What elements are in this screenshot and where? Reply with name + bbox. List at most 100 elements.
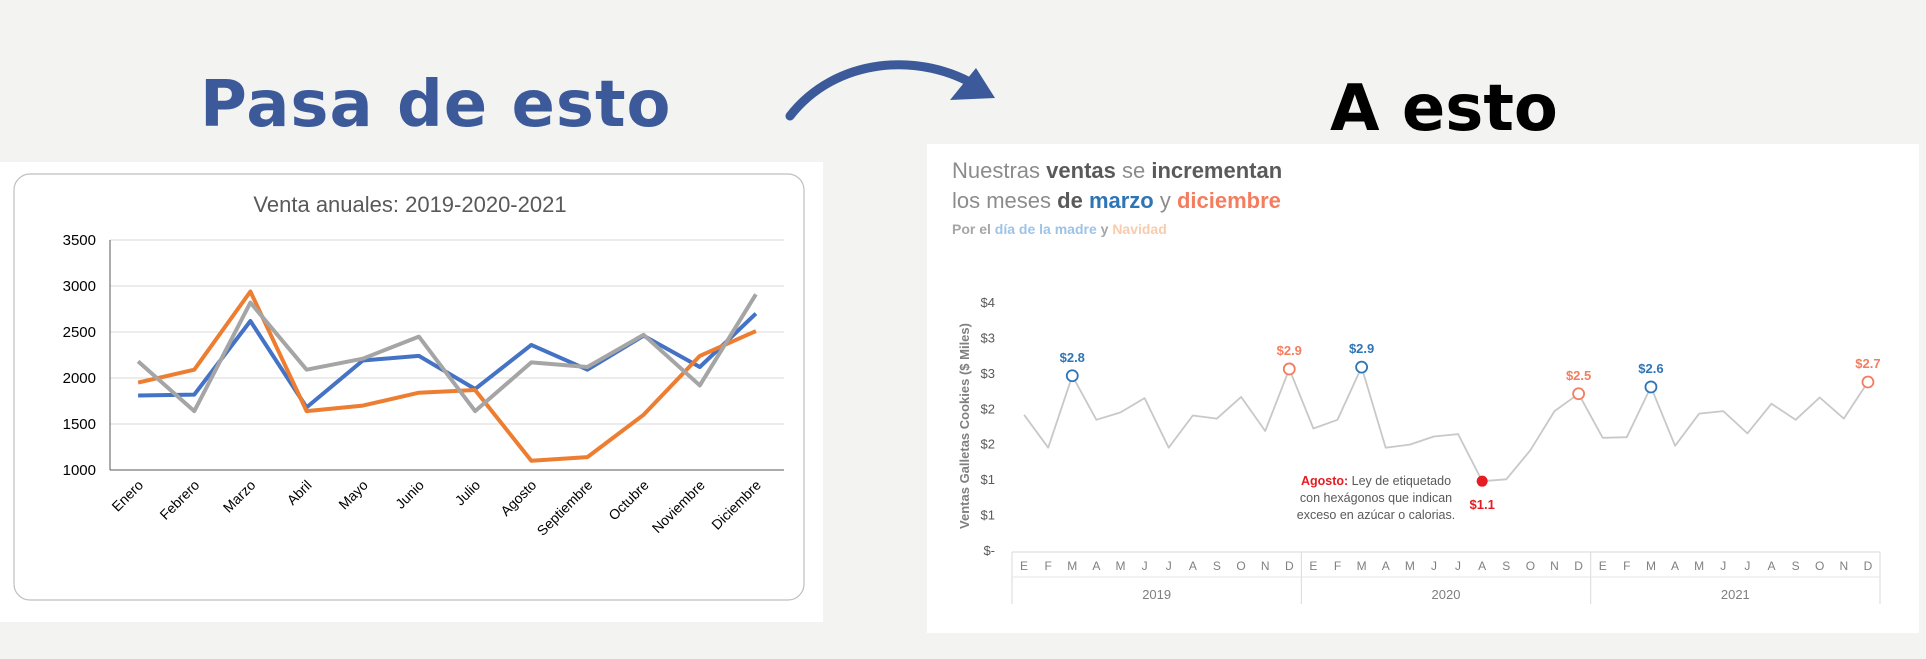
- y-tick-label: 3500: [63, 232, 96, 249]
- y-tick-label: 1000: [63, 462, 96, 479]
- x-month-label: J: [1431, 559, 1437, 573]
- data-label: $2.9: [1349, 341, 1374, 356]
- x-month-label: N: [1550, 559, 1559, 573]
- headline-fragment: se: [1116, 158, 1151, 183]
- series-line-2020: [137, 289, 757, 463]
- improved-chart-panel: Nuestras ventas se incrementan los meses …: [927, 144, 1919, 633]
- x-month-label: F: [1044, 559, 1051, 573]
- x-month-label: E: [1599, 559, 1607, 573]
- heading-before: Pasa de esto: [200, 68, 672, 142]
- chart-title: Venta anuales: 2019-2020-2021: [253, 192, 566, 217]
- headline-fragment: Navidad: [1112, 221, 1166, 237]
- data-label: $2.7: [1855, 356, 1880, 371]
- data-label: $2.9: [1277, 343, 1302, 358]
- x-month-label: F: [1334, 559, 1341, 573]
- y-tick-label: $-: [983, 543, 995, 558]
- x-month-label: M: [1116, 559, 1126, 573]
- x-month-label: A: [1767, 559, 1775, 573]
- highlight-point-marzo: [1355, 360, 1369, 374]
- y-tick-label: $1: [981, 508, 995, 523]
- y-tick-label: $3: [981, 366, 995, 381]
- x-month-label: N: [1261, 559, 1270, 573]
- y-tick-label: 3000: [63, 278, 96, 295]
- subheadline: Por el día de la madre y Navidad: [952, 221, 1167, 237]
- annotation-line-3: exceso en azúcar o calorias.: [1297, 508, 1455, 522]
- y-tick-label: $4: [981, 295, 995, 310]
- x-month-label: M: [1694, 559, 1704, 573]
- headline-fragment: de: [1057, 188, 1089, 213]
- x-month-label: N: [1839, 559, 1848, 573]
- x-month-label: J: [1455, 559, 1461, 573]
- y-tick-label: $2: [981, 437, 995, 452]
- x-month-label: J: [1720, 559, 1726, 573]
- highlight-point-diciembre: [1861, 375, 1875, 389]
- x-month-label: J: [1744, 559, 1750, 573]
- headline-fragment: Por el: [952, 221, 995, 237]
- x-month-label: F: [1623, 559, 1630, 573]
- original-chart-panel: Venta anuales: 2019-2020-2021 1000 1500 200…: [0, 162, 823, 622]
- y-axis-label: Ventas Galletas Cookies ($ Miles): [957, 323, 972, 529]
- curved-arrow-icon: [785, 60, 995, 121]
- data-label: $2.8: [1060, 350, 1085, 365]
- x-month-label: O: [1815, 559, 1824, 573]
- y-tick-label: 1500: [63, 416, 96, 433]
- x-month-label: M: [1067, 559, 1077, 573]
- heading-after: A esto: [1330, 72, 1558, 146]
- headline-fragment: los meses: [952, 188, 1057, 213]
- x-month-label: E: [1309, 559, 1317, 573]
- x-month-label: S: [1792, 559, 1800, 573]
- annotation-line-2: con hexágonos que indican: [1300, 491, 1452, 505]
- x-year-label: 2020: [1432, 587, 1461, 602]
- x-month-label: J: [1142, 559, 1148, 573]
- chart-frame: [13, 173, 805, 601]
- headline-line-1: Nuestras ventas se incrementan: [952, 158, 1282, 183]
- highlight-point-agosto: [1476, 475, 1488, 487]
- highlight-point-diciembre: [1282, 362, 1296, 376]
- x-month-label: D: [1574, 559, 1583, 573]
- x-month-label: D: [1285, 559, 1294, 573]
- annotation-line-1: Agosto: Ley de etiquetado: [1301, 474, 1451, 488]
- x-month-label: A: [1189, 559, 1197, 573]
- headline-fragment: diciembre: [1177, 188, 1281, 213]
- series-line-2021: [136, 293, 758, 414]
- x-month-label: A: [1671, 559, 1679, 573]
- headline-fragment: y: [1097, 221, 1113, 237]
- headline-line-2: los meses de marzo y diciembre: [952, 188, 1281, 213]
- y-tick-label: $1: [981, 472, 995, 487]
- x-month-label: O: [1526, 559, 1535, 573]
- y-tick-label: $2: [981, 401, 995, 416]
- data-label: $1.1: [1470, 497, 1495, 512]
- data-label: $2.6: [1638, 361, 1663, 376]
- y-tick-label: 2500: [63, 324, 96, 341]
- highlight-point-marzo: [1644, 380, 1658, 394]
- y-tick-label: $3: [981, 330, 995, 345]
- x-year-label: 2019: [1142, 587, 1171, 602]
- annotation-text: Ley de etiquetado: [1348, 474, 1451, 488]
- headline-fragment: incrementan: [1151, 158, 1282, 183]
- x-month-label: A: [1382, 559, 1390, 573]
- x-month-label: O: [1236, 559, 1245, 573]
- headline-fragment: marzo: [1089, 188, 1154, 213]
- x-month-label: D: [1864, 559, 1873, 573]
- x-month-label: M: [1357, 559, 1367, 573]
- headline-fragment: Nuestras: [952, 158, 1046, 183]
- x-month-label: M: [1405, 559, 1415, 573]
- data-label: $2.5: [1566, 368, 1591, 383]
- x-month-label: A: [1478, 559, 1486, 573]
- headline-fragment: día de la madre: [995, 221, 1097, 237]
- x-month-label: J: [1166, 559, 1172, 573]
- x-month-label: S: [1502, 559, 1510, 573]
- headline-fragment: ventas: [1046, 158, 1116, 183]
- x-year-label: 2021: [1721, 587, 1750, 602]
- y-tick-label: 2000: [63, 370, 96, 387]
- annual-sales-chart: Venta anuales: 2019-2020-2021 1000 1500 200…: [13, 173, 805, 601]
- sales-line: [1023, 366, 1869, 483]
- x-month-label: E: [1020, 559, 1028, 573]
- x-month-label: M: [1646, 559, 1656, 573]
- headline-fragment: y: [1154, 188, 1177, 213]
- annotation-bold: Agosto:: [1301, 474, 1348, 488]
- storytelling-chart: Nuestras ventas se incrementan los meses …: [952, 158, 1881, 604]
- x-month-label: A: [1092, 559, 1100, 573]
- highlight-point-marzo: [1065, 369, 1079, 383]
- highlight-point-diciembre: [1572, 387, 1586, 401]
